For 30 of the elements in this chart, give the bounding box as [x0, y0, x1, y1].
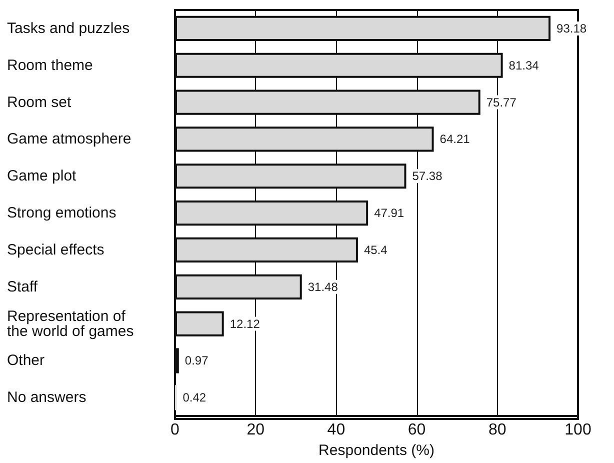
y-tick-label: Room set [7, 94, 72, 111]
data-label: 12.12 [230, 316, 260, 331]
data-label: 93.18 [556, 21, 587, 36]
data-label: 75.77 [486, 95, 517, 110]
data-label: 57.38 [412, 169, 443, 184]
y-tick-label: Game plot [7, 168, 78, 185]
x-tick-label: 20 [246, 422, 265, 439]
y-tick-label: Special effects [7, 241, 104, 258]
y-tick-label: Room theme [7, 56, 93, 74]
x-tick-label: 60 [408, 422, 426, 439]
y-tick-label: Representation of the world of games [7, 308, 134, 340]
x-tick-label: 40 [327, 422, 346, 439]
y-tick-label: Staff [7, 278, 38, 296]
y-tick-label: Tasks and puzzles [7, 20, 130, 37]
data-label: 31.48 [308, 280, 338, 294]
x-tick-label: 80 [488, 422, 506, 439]
data-label: 47.91 [374, 206, 404, 220]
x-tick-label: 100 [564, 422, 592, 439]
y-tick-label: Other [7, 352, 45, 370]
y-tick-label: Strong emotions [7, 204, 116, 222]
y-tick-label: No answers [7, 389, 86, 406]
x-tick-label: 0 [170, 422, 180, 439]
data-label: 64.21 [440, 132, 470, 146]
data-label: 45.4 [364, 242, 388, 257]
data-label: 81.34 [508, 58, 540, 72]
bar [175, 311, 224, 336]
x-axis-title: Respondents (%) [318, 442, 434, 459]
y-tick-label: Game atmosphere [7, 130, 132, 148]
data-label: 0.42 [182, 390, 206, 405]
data-label: 0.97 [184, 354, 209, 368]
